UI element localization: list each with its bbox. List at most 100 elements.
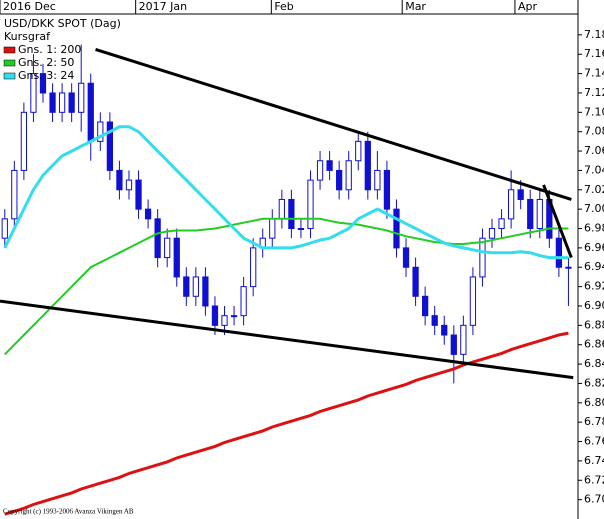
overlay: USD/DKK SPOT (Dag) Kursgraf Copyright (c… [3,17,134,516]
legend-label: Gns. 1: 200 [18,43,81,56]
candle-body [68,92,75,113]
candle-body [469,276,477,326]
candle-body [221,315,228,326]
y-tick-label: 7.02 [584,183,604,196]
y-tick-label: 7.06 [584,144,604,157]
candle-body [20,111,28,171]
candle-body [116,169,123,191]
candle-body [336,169,343,191]
moving-average [4,217,569,356]
candle-body [11,169,18,220]
candle-body [345,160,352,191]
x-tick-label: 2016 Dec [3,0,56,13]
candle-body [422,295,429,317]
moving-average [3,125,569,260]
candle-body [278,198,285,220]
y-tick-label: 6.70 [584,493,604,506]
y-tick-label: 6.84 [584,357,604,370]
candle-body [498,218,505,230]
y-tick-label: 6.90 [584,299,604,312]
x-tick-label: 2017 Jan [139,0,187,13]
footer: Copyright (c) 1993-2006 Avanza Vikingen … [3,508,134,516]
legend-label: Gns. 2: 50 [18,56,74,69]
chart-title: USD/DKK SPOT (Dag) [4,17,121,30]
candle-body [479,237,486,278]
y-tick-label: 7.16 [584,47,604,60]
x-tick-label: Apr [518,0,538,13]
candle-body [78,82,85,113]
candle-body [97,121,104,142]
candle-body [135,179,142,210]
y-tick-label: 6.88 [584,318,604,331]
candle-body [527,198,534,230]
legend-swatch [3,59,16,67]
candle-body [488,228,496,239]
moving-average [4,331,569,516]
candle-body [106,121,113,171]
legend-swatch [3,72,16,80]
candle-body [412,266,419,297]
candle-body [202,276,209,307]
legend-label: Gns. 3: 24 [18,69,74,82]
candle-body [393,208,400,249]
trendline [0,299,574,380]
candle-body [431,315,438,326]
candle-body [441,324,448,336]
trendline [95,47,572,201]
candle-body [58,92,66,113]
candle-body [39,73,47,94]
candle-body [30,73,37,113]
candle-body [269,218,276,239]
trendline [542,184,573,259]
y-tick-label: 7.12 [584,86,604,99]
candle-body [402,247,410,268]
candle-body [144,208,152,220]
x-tick-label: Feb [274,0,293,13]
candle-body [154,218,161,259]
y-tick-label: 6.72 [584,473,604,486]
candle-body [355,140,362,162]
candle-body [125,179,133,191]
y-tick-label: 7.14 [584,67,604,80]
candle-body [297,228,305,231]
y-tick-label: 6.74 [584,454,604,467]
y-tick-label: 6.92 [584,280,604,293]
x-tick-label: Mar [405,0,426,13]
y-tick-label: 7.00 [584,202,604,215]
candle-body [173,237,180,278]
candle-body [374,169,381,191]
y-tick-label: 7.10 [584,105,604,118]
y-tick-label: 6.82 [584,376,604,389]
candle-body [250,247,257,288]
candle-body [1,218,8,239]
candle-body [288,198,295,230]
y-tick-label: 6.80 [584,396,604,409]
y-tick-label: 7.08 [584,125,604,138]
candle-body [87,82,94,142]
y-tick-label: 6.98 [584,222,604,235]
candle-body [517,189,524,200]
candle-body [230,315,238,318]
chart-subtitle: Kursgraf [4,30,51,43]
y-tick-label: 6.76 [584,435,604,448]
candle-body [240,286,247,317]
candle-body [536,198,543,230]
y-tick-label: 6.96 [584,241,604,254]
candle-body [383,169,391,210]
candle-body [316,160,324,181]
candle-body [364,140,371,191]
candle-body [211,305,219,326]
candle-body [450,334,457,355]
y-tick-label: 6.86 [584,338,604,351]
candle-body [460,324,467,355]
y-tick-label: 7.04 [584,163,604,176]
candle-body [307,179,314,230]
legend-swatch [3,46,16,54]
plot-area [0,44,574,516]
candle-body [164,237,171,259]
candle-body [49,92,56,113]
y-tick-label: 6.78 [584,415,604,428]
y-tick-label: 7.18 [584,28,604,41]
